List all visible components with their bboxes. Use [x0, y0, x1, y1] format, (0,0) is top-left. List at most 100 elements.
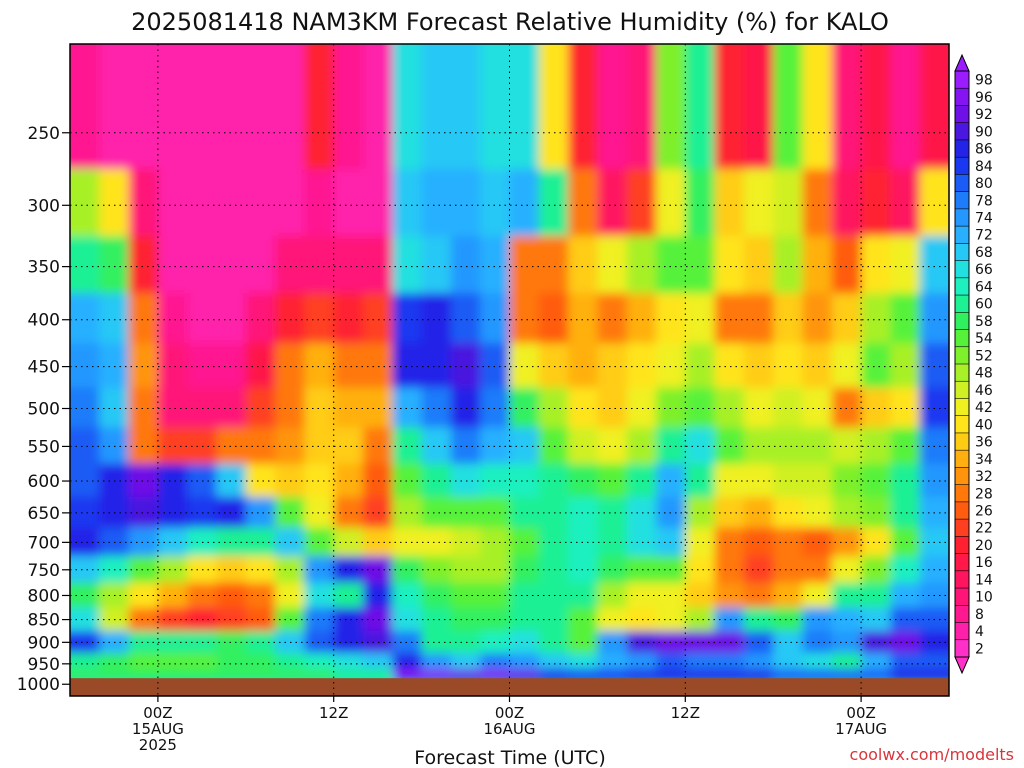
heat-cell: [333, 556, 364, 584]
heat-cell: [480, 235, 511, 294]
heat-cell: [187, 387, 218, 429]
heat-cell: [773, 669, 804, 681]
heat-cell: [99, 343, 130, 389]
heat-cell: [831, 387, 862, 429]
heat-cell: [216, 44, 247, 170]
heat-cell: [890, 387, 921, 429]
heat-cell: [773, 169, 804, 237]
heat-cell: [831, 293, 862, 344]
colorbar-label: 36: [975, 435, 993, 451]
heat-cell: [275, 387, 305, 429]
heat-cell: [656, 169, 686, 237]
colorbar-label: 40: [975, 417, 993, 433]
heat-cell: [685, 527, 716, 557]
heat-cell: [421, 427, 452, 465]
colorbar-swatch: [955, 312, 969, 331]
heat-cell: [363, 235, 393, 294]
colorbar-swatch: [955, 519, 969, 537]
heat-cell: [919, 169, 949, 237]
heat-cell: [597, 427, 628, 465]
heat-cell: [685, 427, 716, 465]
y-tick-label: 550: [28, 437, 60, 457]
colorbar-swatch: [955, 329, 969, 348]
heat-cell: [70, 607, 100, 632]
heat-cell: [509, 582, 540, 609]
heat-cell: [128, 427, 159, 465]
heat-cell: [333, 235, 364, 294]
heat-cell: [861, 387, 891, 429]
colorbar-label: 32: [975, 469, 993, 485]
heat-cell: [861, 235, 891, 294]
heat-cell: [509, 653, 540, 670]
heat-cell: [363, 44, 393, 170]
heat-cell: [743, 343, 774, 389]
heat-cell: [509, 44, 540, 170]
heat-cell: [597, 44, 628, 170]
heat-cell: [890, 293, 921, 344]
heat-cell: [568, 653, 598, 670]
heat-cell: [275, 669, 305, 681]
heat-cell: [802, 387, 833, 429]
heat-cell: [802, 607, 833, 632]
heat-cell: [333, 44, 364, 170]
heat-cell: [685, 496, 716, 529]
colorbar-swatch: [955, 570, 969, 589]
heat-cell: [128, 527, 159, 557]
heat-cell: [831, 44, 862, 170]
heat-cell: [216, 427, 247, 465]
heat-cell: [480, 293, 511, 344]
x-tick-label: 15AUG: [132, 720, 184, 738]
heat-cell: [597, 582, 628, 609]
colorbar-swatch: [955, 105, 969, 124]
heat-cell: [245, 463, 276, 498]
heat-cell: [714, 293, 745, 344]
heat-cell: [245, 293, 276, 344]
heat-cell: [333, 387, 364, 429]
heat-cell: [70, 582, 100, 609]
heat-cell: [480, 653, 511, 670]
heat-cell: [714, 669, 745, 681]
heat-cell: [450, 630, 481, 654]
heat-cell: [480, 387, 511, 429]
heat-cell: [743, 293, 774, 344]
heat-cell: [656, 293, 686, 344]
colorbar-label: 42: [975, 400, 993, 416]
heat-cell: [157, 343, 188, 389]
y-axis: 2503003504004505005506006507007508008509…: [17, 124, 70, 695]
heat-cell: [480, 427, 511, 465]
heat-cell: [421, 387, 452, 429]
heat-cell: [773, 527, 804, 557]
heat-cell: [128, 169, 159, 237]
heat-cell: [392, 387, 423, 429]
heat-cell: [773, 343, 804, 389]
y-tick-label: 600: [28, 472, 60, 492]
colorbar-label: 96: [975, 90, 993, 106]
heat-cell: [333, 653, 364, 670]
colorbar-swatch: [955, 450, 969, 468]
colorbar-swatch: [955, 139, 969, 158]
heat-cell: [743, 653, 774, 670]
heat-cell: [509, 293, 540, 344]
heat-cell: [568, 293, 598, 344]
heat-cell: [245, 387, 276, 429]
colorbar-swatch: [955, 277, 969, 296]
heat-cell: [245, 496, 276, 529]
heat-cell: [99, 44, 130, 170]
heat-cell: [128, 669, 159, 681]
colorbar-swatch: [955, 346, 969, 365]
heat-cell: [656, 235, 686, 294]
heat-cell: [509, 556, 540, 584]
heat-cell: [363, 653, 393, 670]
heat-cell: [275, 427, 305, 465]
heat-cell: [363, 169, 393, 237]
heat-cell: [831, 653, 862, 670]
heat-cell: [597, 527, 628, 557]
heat-cell: [685, 607, 716, 632]
heat-cell: [802, 527, 833, 557]
heat-cell: [157, 653, 188, 670]
heat-cell: [421, 44, 452, 170]
heat-cell: [392, 235, 423, 294]
heat-cell: [421, 582, 452, 609]
heat-cell: [421, 527, 452, 557]
heat-cell: [802, 496, 833, 529]
